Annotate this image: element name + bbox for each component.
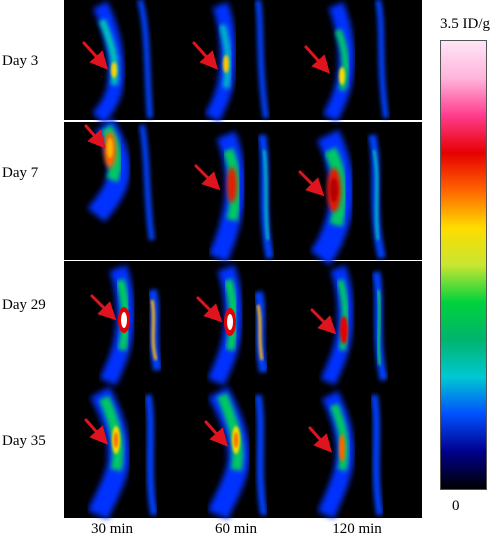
scan-day-7-30-min [87,118,155,241]
arrow-day-35-30-min [84,418,108,445]
col-label-60-min: 60 min [214,521,258,537]
scan-day-29-60-min [207,264,269,386]
arrow-day-29-120-min [310,308,337,335]
arrow-day-3-120-min [304,45,331,74]
scan-day-7-60-min [208,131,274,262]
scan-day-3-30-min [92,0,153,124]
arrow-day-7-60-min [194,164,221,191]
arrow-day-29-30-min [90,294,117,321]
arrow-day-35-60-min [204,420,228,447]
col-label-120-min: 120 min [332,521,382,537]
row-label-day-35: Day 35 [2,433,46,449]
col-label-30-min: 30 min [90,521,134,537]
scan-day-35-60-min [207,386,268,520]
arrow-day-3-30-min [82,41,109,70]
colorbar-min-label: 0 [452,498,460,514]
colorbar-max-label: 3.5 ID/g [440,16,490,32]
scan-day-29-120-min [320,265,388,386]
arrow-day-35-120-min [308,426,332,453]
scan-day-29-30-min [99,264,163,386]
scan-day-3-60-min [204,0,269,122]
scan-day-3-120-min [322,0,389,122]
scan-day-35-120-min [317,390,384,519]
arrow-day-29-60-min [196,296,223,323]
colorbar [440,40,487,490]
lesion-arrows [82,41,337,453]
row-label-day-29: Day 29 [2,297,46,313]
row-label-day-3: Day 3 [2,53,39,69]
row-label-day-7: Day 7 [2,165,39,181]
arrow-day-3-60-min [192,41,219,70]
scan-day-7-120-min [310,129,386,266]
scan-day-35-30-min [87,386,158,520]
arrow-day-7-120-min [298,170,325,197]
arrow-day-7-30-min [84,124,106,149]
